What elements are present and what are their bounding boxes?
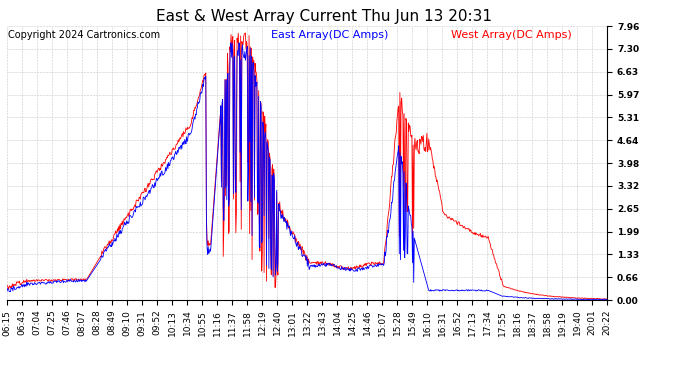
Text: East & West Array Current Thu Jun 13 20:31: East & West Array Current Thu Jun 13 20:… — [157, 9, 492, 24]
Text: Copyright 2024 Cartronics.com: Copyright 2024 Cartronics.com — [8, 30, 160, 40]
Text: West Array(DC Amps): West Array(DC Amps) — [451, 30, 572, 40]
Text: East Array(DC Amps): East Array(DC Amps) — [271, 30, 388, 40]
